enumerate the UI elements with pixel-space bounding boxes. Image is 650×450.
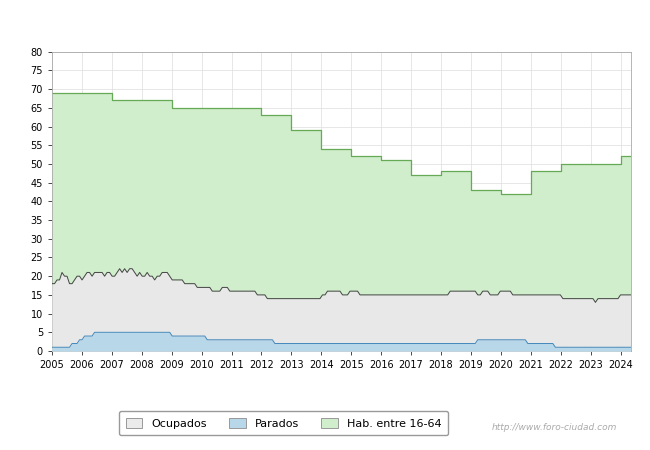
Legend: Ocupados, Parados, Hab. entre 16-64: Ocupados, Parados, Hab. entre 16-64: [119, 411, 448, 435]
Text: http://www.foro-ciudad.com: http://www.foro-ciudad.com: [492, 423, 618, 432]
Text: foro-ciudad.com: foro-ciudad.com: [272, 218, 411, 233]
Text: Bahabón de Esgueva - Evolucion de la poblacion en edad de Trabajar Mayo de 2024: Bahabón de Esgueva - Evolucion de la pob…: [32, 17, 618, 30]
